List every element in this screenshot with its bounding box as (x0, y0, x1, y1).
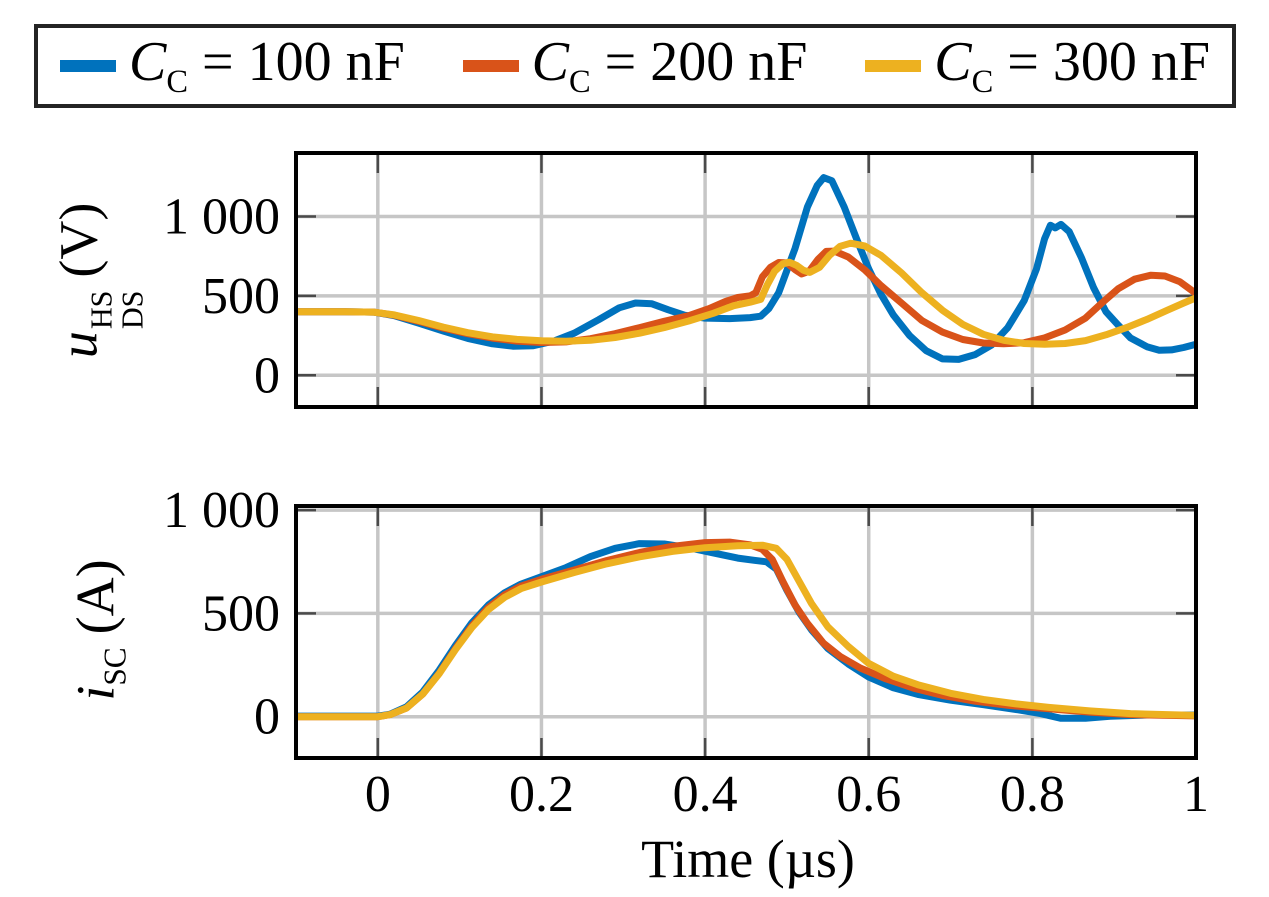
top-y-scripts: HS DS (84, 290, 150, 329)
legend-item-cc-200nf: CC = 200 nF (462, 34, 808, 99)
x-tick-label: 0.2 (509, 766, 574, 823)
legend-label-cc-300nf: CC = 300 nF (934, 34, 1210, 99)
x-tick-label: 0.6 (836, 766, 901, 823)
legend-item-cc-300nf: CC = 300 nF (865, 34, 1210, 99)
top-y-symbol: u (48, 330, 109, 358)
y-tick-label: 500 (202, 585, 280, 642)
y-tick-label: 500 (202, 268, 280, 325)
panel-top: 0 500 1 000 (163, 151, 1198, 409)
x-axis-label: Time (µs) (641, 829, 855, 889)
legend-value: 100 nF (247, 30, 405, 93)
legend-symbol: C (934, 30, 972, 93)
legend-symbol-subscript: C (971, 63, 994, 100)
series-line-c-c-300-nf (296, 541, 1196, 721)
plot-frame (294, 151, 1198, 409)
legend-swatch-cc-300nf (865, 59, 922, 72)
y-tick-label: 0 (254, 689, 280, 746)
legend-label-cc-100nf: CC = 100 nF (129, 34, 405, 99)
y-tick-label: 1 000 (163, 189, 280, 246)
legend-symbol: C (129, 30, 167, 93)
y-tick-label: 0 (254, 347, 280, 404)
series-line-c-c-200-nf (296, 538, 1196, 721)
legend-symbol-subscript: C (568, 63, 591, 100)
x-tick-label: 1 (1183, 766, 1209, 823)
legend-equals: = (188, 30, 248, 93)
bottom-y-unit: (A) (65, 559, 126, 635)
y-tick-label: 1 000 (163, 482, 280, 539)
legend-value: 300 nF (1052, 30, 1210, 93)
bottom-y-symbol: i (65, 685, 126, 701)
legend-value: 200 nF (650, 30, 808, 93)
legend-equals: = (590, 30, 651, 93)
x-tick-label: 0.4 (673, 766, 738, 823)
bottom-y-subscript: SC (97, 647, 133, 686)
top-y-unit: (V) (48, 202, 109, 278)
legend-item-cc-100nf: CC = 100 nF (60, 34, 405, 99)
x-tick-label: 0.8 (1000, 766, 1065, 823)
top-y-subscript: DS (115, 290, 150, 329)
plot-frame (294, 504, 1198, 760)
legend-label-cc-200nf: CC = 200 nF (532, 34, 808, 99)
top-y-superscript: HS (84, 290, 119, 329)
legend-symbol-subscript: C (166, 63, 189, 100)
series-line-c-c-100-nf (296, 540, 1196, 722)
x-tick-label: 0 (365, 766, 391, 823)
panel-bottom: 0 500 1 000 0 0.2 0.4 0.6 0.8 1 (163, 482, 1209, 823)
legend-swatch-cc-200nf (462, 59, 519, 72)
legend-swatch-cc-100nf (60, 59, 116, 72)
series-line-c-c-300-nf (296, 239, 1196, 348)
legend-equals: = (993, 30, 1053, 93)
legend-symbol: C (531, 30, 569, 93)
legend: CC = 100 nF CC = 200 nF CC = 300 nF (34, 24, 1236, 108)
